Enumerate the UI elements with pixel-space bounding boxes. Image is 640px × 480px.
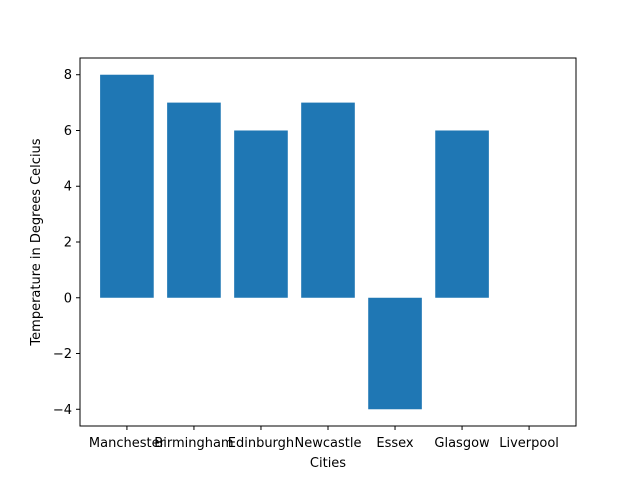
y-tick-label: −4 — [53, 403, 72, 418]
bar-edinburgh — [234, 130, 288, 298]
x-tick-label: Liverpool — [499, 436, 559, 451]
y-ticks-group: −4 −2 0 2 4 6 8 — [53, 68, 80, 418]
x-tick-label: Glasgow — [434, 436, 490, 451]
x-axis-label: Cities — [310, 456, 346, 471]
x-tick-label: Birmingham — [154, 436, 233, 451]
y-tick-label: −2 — [53, 347, 72, 362]
x-tick-label: Newcastle — [295, 436, 362, 451]
bar-newcastle — [301, 102, 355, 298]
bar-manchester — [100, 74, 154, 298]
y-tick-label: 4 — [64, 180, 72, 195]
x-tick-label: Essex — [376, 436, 414, 451]
y-axis-label: Temperature in Degrees Celcius — [29, 138, 44, 346]
y-tick-label: 8 — [64, 68, 72, 83]
bars-group — [100, 74, 489, 410]
y-tick-label: 6 — [64, 124, 72, 139]
bar-essex — [368, 297, 422, 410]
y-tick-label: 2 — [64, 236, 72, 251]
x-tick-label: Edinburgh — [228, 436, 294, 451]
x-tick-label: Manchester — [89, 436, 166, 451]
y-tick-label: 0 — [64, 291, 72, 306]
bar-glasgow — [435, 130, 489, 298]
bar-birmingham — [167, 102, 221, 298]
